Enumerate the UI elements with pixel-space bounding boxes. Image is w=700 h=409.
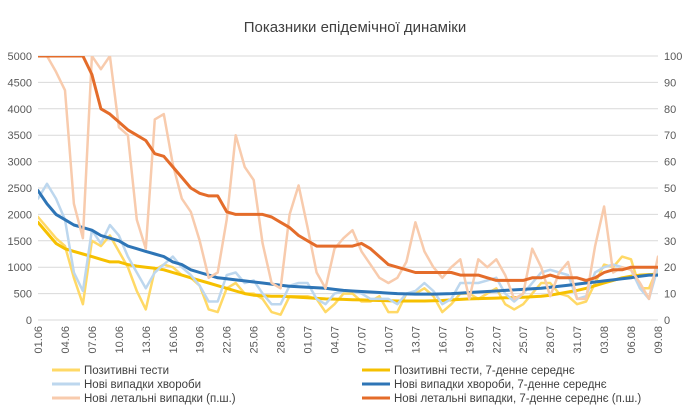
y-tick-label: 3000 xyxy=(8,157,32,169)
y2-tick-label: 0 xyxy=(664,315,670,327)
chart-title: Показники епідемічної динаміки xyxy=(244,19,467,36)
y2-tick-label: 30 xyxy=(664,236,676,248)
y-tick-label: 2000 xyxy=(8,209,32,221)
y2-tick-label: 90 xyxy=(664,77,676,89)
x-tick-label: 01.07 xyxy=(303,326,315,354)
legend-label: Нові летальні випадки (п.ш.) xyxy=(84,393,236,405)
legend-label: Нові випадки хвороби, 7-денне середнє xyxy=(394,379,607,391)
y2-tick-label: 20 xyxy=(664,262,676,274)
y-tick-label: 1000 xyxy=(8,262,32,274)
x-tick-label: 07.06 xyxy=(87,326,99,354)
x-tick-label: 22.07 xyxy=(491,326,503,354)
legend-label: Нові летальні випадки, 7-денне середнє (… xyxy=(394,393,641,405)
legend-label: Позитивні тести xyxy=(84,365,169,377)
x-tick-label: 10.06 xyxy=(114,326,126,354)
y2-tick-label: 100 xyxy=(664,51,682,63)
series-line-0 xyxy=(38,215,658,316)
legend-label: Позитивні тести, 7-денне середнє xyxy=(394,365,575,377)
y-tick-label: 0 xyxy=(26,315,32,327)
y-axis-left: 0 500 1000 1500 2000 2500 3000 3500 4000 4500 5000 xyxy=(8,51,32,327)
y2-tick-label: 50 xyxy=(664,183,676,195)
y2-tick-label: 70 xyxy=(664,130,676,142)
y2-tick-label: 80 xyxy=(664,104,676,116)
y2-tick-label: 60 xyxy=(664,157,676,169)
x-tick-label: 28.07 xyxy=(545,326,557,354)
y-tick-label: 5000 xyxy=(8,51,32,63)
grid-lines xyxy=(38,55,658,321)
legend: Позитивні тести Позитивні тести, 7-денне … xyxy=(52,365,641,405)
y-tick-label: 500 xyxy=(14,289,32,301)
y-tick-label: 3500 xyxy=(8,130,32,142)
x-tick-label: 22.06 xyxy=(222,326,234,354)
x-tick-label: 16.07 xyxy=(437,326,449,354)
series-line-5 xyxy=(38,56,658,282)
y-tick-label: 2500 xyxy=(8,183,32,195)
series-line-1 xyxy=(38,220,658,303)
x-tick-label: 19.06 xyxy=(195,326,207,354)
y-axis-right: 0 10 20 30 40 50 60 70 80 90 100 xyxy=(664,51,682,327)
y-tick-label: 4500 xyxy=(8,77,32,89)
series-line-4 xyxy=(38,56,658,301)
y2-tick-label: 40 xyxy=(664,209,676,221)
y-tick-label: 1500 xyxy=(8,236,32,248)
series-lines xyxy=(38,56,658,316)
legend-label: Нові випадки хвороби xyxy=(84,379,201,391)
x-tick-label: 01.06 xyxy=(33,326,45,354)
y-tick-label: 4000 xyxy=(8,104,32,116)
x-tick-label: 13.06 xyxy=(141,326,153,354)
y2-tick-label: 10 xyxy=(664,289,676,301)
x-axis: 01.06 04.06 07.06 10.06 13.06 16.06 19.06 22.06… xyxy=(33,326,665,354)
x-tick-label: 25.07 xyxy=(518,326,530,354)
x-tick-label: 10.07 xyxy=(383,326,395,354)
x-tick-label: 28.06 xyxy=(276,326,288,354)
x-tick-label: 09.08 xyxy=(653,326,665,354)
x-tick-label: 07.07 xyxy=(356,326,368,354)
x-tick-label: 13.07 xyxy=(410,326,422,354)
x-tick-label: 19.07 xyxy=(464,326,476,354)
x-tick-label: 04.06 xyxy=(60,326,72,354)
x-tick-label: 04.07 xyxy=(330,326,342,354)
x-tick-label: 31.07 xyxy=(572,326,584,354)
x-tick-label: 03.08 xyxy=(599,326,611,354)
x-tick-label: 25.06 xyxy=(249,326,261,354)
x-tick-label: 06.08 xyxy=(626,326,638,354)
x-tick-label: 16.06 xyxy=(168,326,180,354)
